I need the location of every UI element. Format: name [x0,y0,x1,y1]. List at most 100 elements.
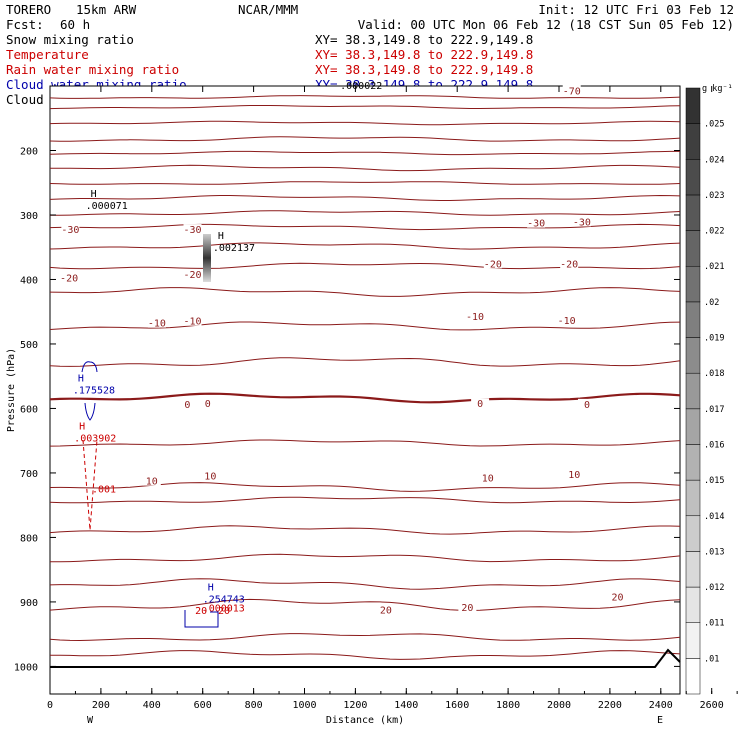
terrain-line [50,648,681,668]
cloud-water-contour [81,361,98,373]
temperature-label: -20 [484,259,502,270]
colorbar-swatch [685,408,701,445]
colorbar-tick-label: .012 [704,583,724,593]
y-tick-label: 300 [20,211,38,222]
x-tick-label: 800 [245,700,263,711]
colorbar-swatch [685,479,701,517]
contour-label-bg [458,602,477,613]
maximum-marker: H [218,231,224,242]
contour-label-bg [198,398,217,409]
temperature-contour [49,120,681,126]
maximum-value: .254743 [203,595,245,606]
colorbar-swatch [685,658,701,695]
rain-water-contour [82,439,98,531]
contour-label-bg [471,398,490,409]
contour-label-bg [560,258,579,269]
temperature-contour [49,598,681,612]
temperature-label: 20 [612,593,624,604]
valid-time: Valid: 00 UTC Mon 06 Feb 12 (18 CST Sun … [358,17,734,32]
contour-label-bg [577,398,596,409]
colorbar-tick-label: .019 [704,334,724,344]
contour-label-bg [608,591,627,602]
x-tick-label: 0 [47,700,53,711]
colorbar-swatch [685,622,701,659]
contour-label-bg [201,470,220,481]
x-tick-label: 1000 [292,700,316,711]
field-xy: XY= 38.3,149.8 to 222.9,149.8 [315,32,533,47]
contour-label-bg [147,317,166,328]
contour-label-bg [572,216,591,227]
contour-label-bg [557,315,576,326]
colorbar-tick-label: .011 [704,619,724,629]
x-tick-label: 400 [143,700,161,711]
contour-label-bg [61,224,80,235]
temperature-label: -20 [560,259,578,270]
colorbar-swatch [685,194,701,231]
colorbar-tick-label: .025 [704,120,724,130]
temperature-contour [49,136,681,142]
temperature-contour [49,95,681,99]
colorbar-tick-label: .022 [704,227,724,237]
field-name: Rain water mixing ratio [6,62,179,77]
maximum-value: .002137 [213,243,255,254]
field-xy: XY= 38.3,149.8 to 222.9,149.8 [315,62,533,77]
west-label: W [87,715,94,726]
temperature-contour [49,242,681,250]
temperature-label: -10 [466,312,484,323]
colorbar-tick-label: .02 [704,298,719,308]
header: TORERO 15km ARW NCAR/MMM Init: 12 UTC Fr… [6,2,734,32]
contour-label-bg [183,315,202,326]
east-label: E [657,715,663,726]
contour-label-bg [527,217,546,228]
colorbar-swatch [685,265,701,303]
temperature-label: -20 [183,270,201,281]
temperature-label: -30 [61,225,79,236]
x-tick-label: 2400 [649,700,673,711]
plot-frame [49,85,681,695]
cloud-ice-shading [203,234,211,282]
x-tick-label: 2000 [547,700,571,711]
maximum-value: .000071 [86,201,128,212]
contour-label: 20 [195,606,207,617]
temperature-label: 0 [205,399,211,410]
x-tick-label: 1200 [343,700,367,711]
contour-label-bg [142,475,161,486]
temperature-label: 0 [477,399,483,410]
colorbar-unit: g kg⁻¹ [702,84,733,94]
y-tick-label: 200 [20,146,38,157]
field-name: Snow mixing ratio [6,32,134,47]
colorbar-tick-label: .01 [704,654,719,664]
x-tick-label: 1400 [394,700,418,711]
forecast-label: Fcst: [6,17,44,32]
y-tick-label: 600 [20,404,38,415]
field-xy: XY= 38.3,149.8 to 222.9,149.8 [315,47,533,62]
temperature-label: 10 [204,471,216,482]
temperature-label: -30 [573,217,591,228]
maximum-value: .003902 [74,433,116,444]
colorbar-swatch [685,87,701,124]
temperature-label: -30 [183,225,201,236]
x-tick-label: 1600 [445,700,469,711]
temperature-label: 0 [184,400,190,411]
x-tick-label: 2600 [700,700,724,711]
colorbar-swatch [685,123,701,160]
contour-label-bg [483,258,502,269]
y-axis-label: Pressure (hPa) [6,348,17,432]
center-name: NCAR/MMM [238,2,298,17]
temperature-label: -10 [558,316,576,327]
contour-label-bg [478,472,497,483]
contour-label-bg [60,272,79,283]
colorbar-swatch [685,230,701,267]
temperature-contour [49,633,681,642]
maximum-marker: H [208,583,214,594]
y-tick-label: 500 [20,340,38,351]
colorbar-swatch [685,551,701,588]
cloud-water-contour [184,610,219,628]
contour-label-bg [376,604,395,615]
colorbar: .01 .011 .012 .013 .014 .015 .016 .017 .018 .019.… [685,84,733,695]
temperature-contour [49,223,681,231]
temperature-label: -10 [183,317,201,328]
temperature-contour [49,650,681,660]
contour-label-bg [178,398,197,409]
temperature-contour [50,164,681,172]
